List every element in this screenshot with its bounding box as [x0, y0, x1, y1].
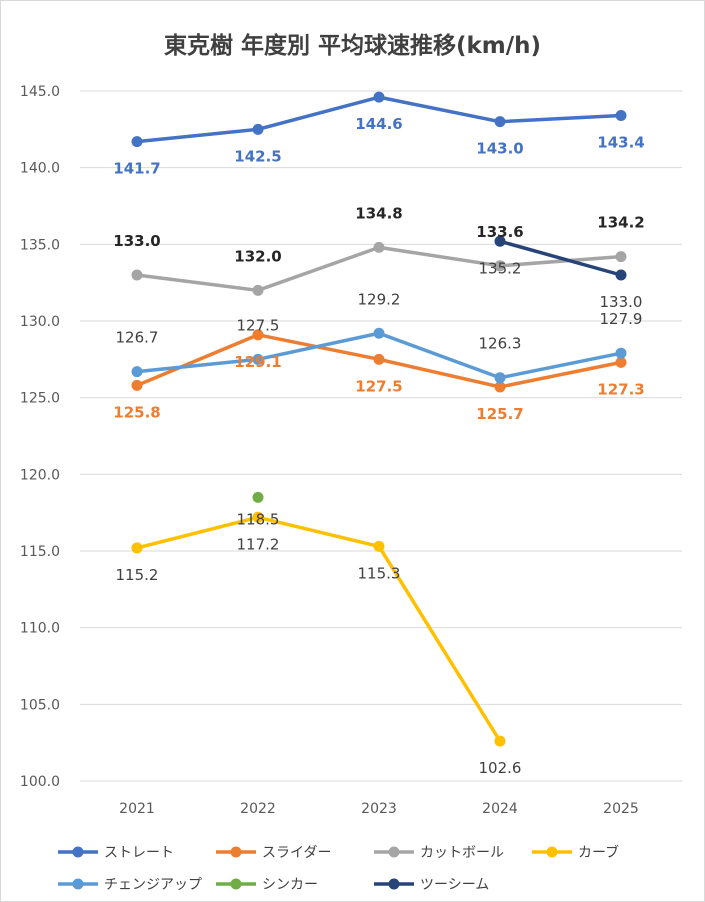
data-label: 115.3 [358, 564, 401, 582]
data-label: 118.5 [237, 510, 280, 528]
data-label: 117.2 [237, 535, 280, 553]
data-point [252, 329, 264, 341]
data-point [252, 491, 264, 503]
data-label: 102.6 [479, 759, 522, 777]
data-label: 135.2 [479, 259, 522, 277]
data-point [494, 372, 506, 384]
y-tick-label: 110.0 [20, 621, 60, 637]
series-line-3 [135, 515, 502, 743]
data-point [373, 91, 385, 103]
y-tick-label: 100.0 [20, 774, 60, 790]
x-tick-label: 2021 [119, 801, 155, 817]
y-tick-label: 135.0 [20, 237, 60, 253]
data-label: 144.6 [355, 115, 402, 133]
legend-label: カーブ [578, 844, 619, 861]
data-point [131, 136, 143, 148]
data-point [494, 116, 506, 128]
data-point [373, 241, 385, 253]
data-label: 127.9 [600, 310, 643, 328]
legend-label: チェンジアップ [104, 877, 202, 893]
data-label: 129.1 [234, 353, 281, 371]
data-point [615, 347, 627, 359]
legend-label: スライダー [262, 845, 331, 861]
y-tick-label: 140.0 [20, 161, 60, 177]
data-label: 127.5 [237, 316, 280, 334]
y-tick-label: 120.0 [20, 467, 60, 483]
data-point [494, 235, 506, 247]
data-point [252, 511, 264, 523]
data-label: 125.7 [476, 405, 523, 423]
data-label: 115.2 [116, 566, 159, 584]
data-point [252, 284, 264, 296]
data-label: 133.6 [476, 223, 523, 241]
data-label: 126.7 [116, 329, 159, 347]
legend-marker [230, 846, 242, 858]
data-point [373, 327, 385, 339]
data-label: 127.3 [597, 380, 644, 398]
y-axis-ticks: 100.0 105.0 110.0 115.0 120.0 125.0 130.0 135.0… [20, 84, 60, 790]
data-label: 143.4 [597, 134, 644, 152]
data-point [252, 123, 264, 135]
data-label: 133.0 [113, 232, 160, 250]
chart-title: 東克樹 年度別 平均球速推移(km/h) [163, 33, 542, 59]
data-label: 127.5 [355, 377, 402, 395]
legend-marker [72, 846, 84, 858]
data-labels: 141.7 142.5 144.6 143.0 143.4 125.8 129.1 127.5… [113, 115, 644, 777]
legend-marker [388, 846, 400, 858]
data-point [615, 269, 627, 281]
legend-label: シンカー [262, 877, 318, 893]
legend-label: ストレート [104, 845, 174, 861]
data-point [373, 540, 385, 552]
data-label: 141.7 [113, 160, 160, 178]
y-tick-label: 115.0 [20, 544, 60, 560]
legend-marker [546, 846, 558, 858]
data-label: 126.3 [479, 335, 522, 353]
x-tick-label: 2024 [482, 801, 518, 817]
data-label: 129.2 [358, 290, 401, 308]
y-tick-label: 125.0 [20, 391, 60, 407]
series-line-6 [498, 239, 623, 277]
y-tick-label: 130.0 [20, 314, 60, 330]
y-tick-label: 145.0 [20, 84, 60, 100]
data-label: 133.0 [600, 293, 643, 311]
gridlines [80, 90, 682, 782]
data-point [494, 260, 506, 272]
data-point [494, 735, 506, 747]
data-point [131, 366, 143, 378]
y-tick-label: 105.0 [20, 697, 60, 713]
x-axis-ticks: 2021 2022 2023 2024 2025 [119, 801, 639, 817]
legend-label: カットボール [420, 845, 504, 861]
x-tick-label: 2023 [361, 801, 397, 817]
data-label: 143.0 [476, 140, 523, 158]
data-label: 142.5 [234, 147, 281, 165]
data-point [615, 356, 627, 368]
series-lines [131, 91, 627, 747]
legend-label: ツーシーム [420, 877, 489, 893]
data-label: 132.0 [234, 247, 281, 265]
data-label: 134.2 [597, 214, 644, 232]
data-label: 125.8 [113, 403, 160, 421]
legend-marker [230, 878, 242, 890]
data-point [373, 353, 385, 365]
data-point [252, 353, 264, 365]
x-tick-label: 2025 [603, 801, 639, 817]
data-point [131, 379, 143, 391]
x-tick-label: 2022 [240, 801, 276, 817]
legend-marker [72, 878, 84, 890]
legend-marker [388, 878, 400, 890]
data-point [131, 269, 143, 281]
data-label: 134.8 [355, 204, 402, 222]
data-point [615, 251, 627, 263]
data-point [494, 381, 506, 393]
data-point [615, 110, 627, 122]
data-point [131, 542, 143, 554]
